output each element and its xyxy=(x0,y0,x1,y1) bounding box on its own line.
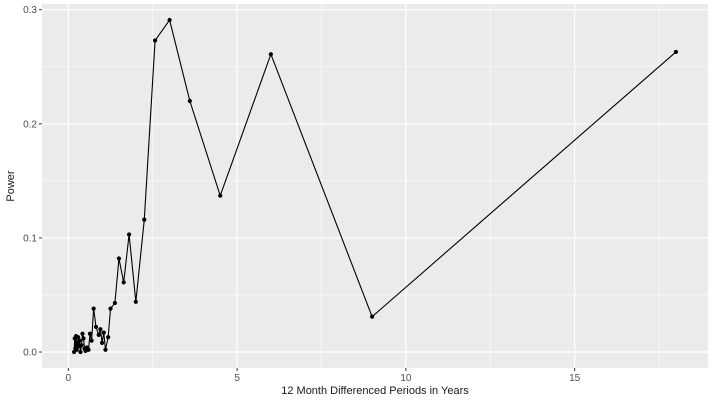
data-point xyxy=(86,347,91,352)
x-tick-label: 5 xyxy=(234,373,240,384)
data-point xyxy=(370,314,375,319)
data-point xyxy=(152,38,158,43)
data-point xyxy=(87,331,93,336)
series-points-group xyxy=(71,17,679,355)
data-point xyxy=(99,340,105,345)
x-tick-label: 0 xyxy=(66,373,72,384)
y-tick-label: 0.3 xyxy=(23,5,37,16)
x-ticks: 0 5 10 15 xyxy=(66,368,581,384)
data-point xyxy=(142,217,147,222)
data-point xyxy=(218,193,223,198)
data-point xyxy=(187,98,192,104)
x-tick-label: 15 xyxy=(569,373,581,384)
data-point xyxy=(77,338,82,343)
data-point xyxy=(96,332,101,338)
x-axis-title: 12 Month Differenced Periods in Years xyxy=(281,385,469,397)
data-point xyxy=(91,306,96,311)
data-point xyxy=(673,49,679,55)
data-point xyxy=(93,324,99,330)
plot-panel xyxy=(42,4,708,368)
y-tick-label: 0.1 xyxy=(23,233,37,244)
data-point xyxy=(268,52,273,57)
data-point xyxy=(116,256,122,261)
y-tick-label: 0.2 xyxy=(23,119,37,130)
data-point xyxy=(81,336,86,341)
data-point xyxy=(89,338,94,343)
data-point xyxy=(98,327,103,332)
data-point xyxy=(133,299,138,304)
grid-major xyxy=(42,4,708,368)
data-point xyxy=(78,349,83,355)
data-point xyxy=(106,335,111,340)
data-point xyxy=(79,343,84,348)
y-ticks: 0.0 0.1 0.2 0.3 xyxy=(23,5,42,359)
data-point xyxy=(121,280,126,285)
data-point xyxy=(108,306,113,311)
data-point xyxy=(126,232,132,237)
data-point xyxy=(76,335,81,340)
data-point xyxy=(167,17,172,23)
data-point xyxy=(103,347,108,352)
y-tick-label: 0.0 xyxy=(23,348,37,359)
data-point xyxy=(74,347,79,352)
y-axis-title: Power xyxy=(5,170,17,202)
x-tick-label: 10 xyxy=(400,373,412,384)
data-point xyxy=(80,331,85,336)
data-point xyxy=(112,300,118,306)
data-point xyxy=(101,330,106,335)
